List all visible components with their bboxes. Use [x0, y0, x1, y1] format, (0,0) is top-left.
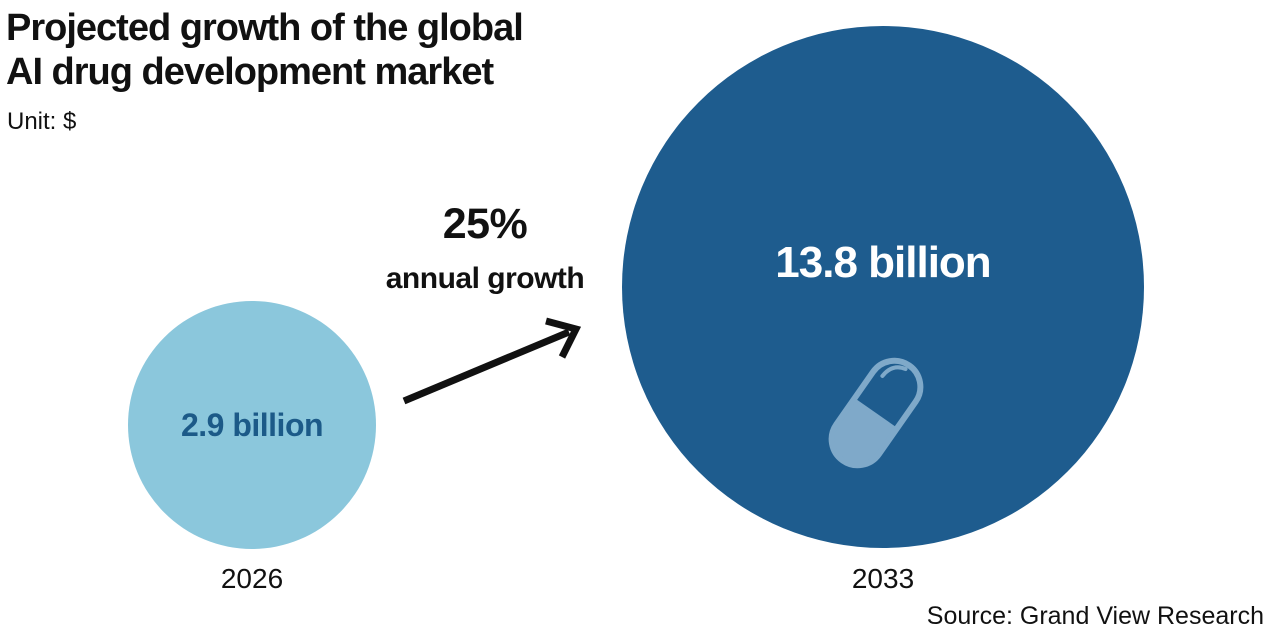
year-label-2026: 2026 [220, 563, 284, 594]
year-label-2033: 2033 [851, 563, 915, 594]
pill-icon [828, 357, 924, 469]
bubble-2026: 2.9 billion [128, 301, 376, 549]
growth-rate: 25% [442, 200, 528, 248]
chart-title-line2: AI drug development market [6, 51, 494, 94]
unit-label: Unit: $ [7, 108, 77, 135]
bubble-2033: 13.8 billion [622, 26, 1144, 548]
growth-rate-label: annual growth [385, 262, 585, 295]
source-label: Source: Grand View Research [926, 602, 1264, 630]
bubble-2026-value: 2.9 billion [180, 406, 324, 443]
growth-annotation: 25% annual growth [375, 203, 595, 296]
chart-title: Projected growth of the global AI drug d… [6, 6, 524, 95]
chart-title-line1: Projected growth of the global [6, 7, 524, 49]
bubble-2033-value: 13.8 billion [775, 238, 991, 287]
